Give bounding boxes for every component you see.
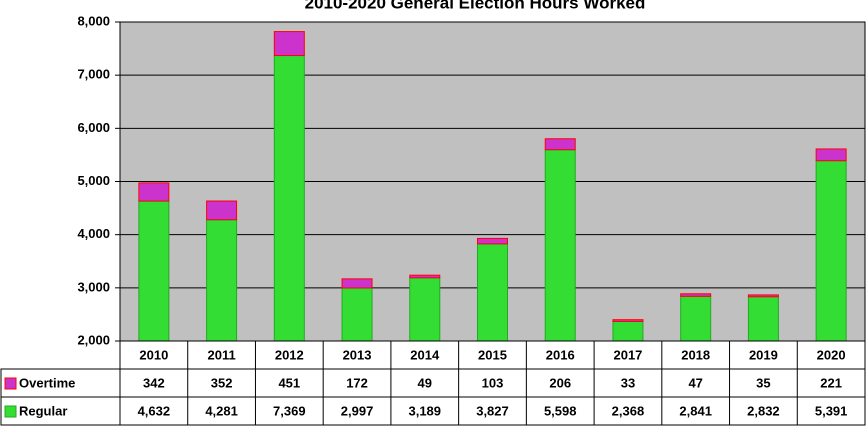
y-tick-label: 7,000 xyxy=(77,67,110,82)
legend-key xyxy=(4,377,17,390)
table-value: 2,841 xyxy=(679,403,712,418)
y-tick-label: 3,000 xyxy=(77,279,110,294)
x-tick-label: 2015 xyxy=(478,347,507,362)
bar-segment xyxy=(477,237,508,245)
table-value: 33 xyxy=(621,375,635,390)
table-value: 7,369 xyxy=(273,403,306,418)
bar-segment xyxy=(409,274,441,279)
table-value: 2,832 xyxy=(747,403,780,418)
y-tick-label: 6,000 xyxy=(77,120,110,135)
bar-segment xyxy=(341,287,373,342)
table-value: 4,632 xyxy=(138,403,171,418)
bar-segment xyxy=(815,148,847,162)
table-value: 172 xyxy=(346,375,368,390)
legend-key xyxy=(4,405,17,418)
table-value: 352 xyxy=(211,375,233,390)
x-tick-label: 2010 xyxy=(139,347,168,362)
bar-segment xyxy=(612,319,644,322)
table-value: 5,391 xyxy=(815,403,848,418)
y-tick-label: 4,000 xyxy=(77,226,110,241)
table-value: 5,598 xyxy=(544,403,577,418)
y-tick-label: 2,000 xyxy=(77,332,110,347)
table-value: 47 xyxy=(688,375,702,390)
bar-segment xyxy=(680,295,712,342)
y-tick-label: 5,000 xyxy=(77,173,110,188)
bar-segment xyxy=(206,200,238,221)
table-value: 4,281 xyxy=(205,403,238,418)
bar-segment xyxy=(815,160,847,342)
bar-segment xyxy=(544,138,576,151)
bar-segment xyxy=(138,200,170,342)
bar-segment xyxy=(409,277,441,342)
x-tick-label: 2014 xyxy=(410,347,440,362)
bar-segment xyxy=(273,31,305,57)
bar-segment xyxy=(138,182,170,202)
table-value: 49 xyxy=(418,375,432,390)
table-value: 3,827 xyxy=(476,403,509,418)
chart-title: 2010-2020 General Election Hours Worked xyxy=(305,0,646,12)
x-tick-label: 2020 xyxy=(817,347,846,362)
table-value: 35 xyxy=(756,375,770,390)
x-tick-label: 2018 xyxy=(681,347,710,362)
table-value: 3,189 xyxy=(408,403,441,418)
bar-segment xyxy=(747,294,779,298)
bar-segment xyxy=(680,293,712,297)
table-value: 342 xyxy=(143,375,165,390)
table-value: 221 xyxy=(820,375,842,390)
bar-segment xyxy=(747,296,779,342)
bar-segment xyxy=(206,219,238,342)
x-tick-label: 2011 xyxy=(207,347,235,362)
table-value: 2,997 xyxy=(341,403,374,418)
bar-segment xyxy=(544,149,576,342)
bar-segment xyxy=(477,243,508,342)
legend-label: Regular xyxy=(19,403,67,418)
table-value: 206 xyxy=(549,375,571,390)
x-tick-label: 2017 xyxy=(613,347,642,362)
table-value: 2,368 xyxy=(612,403,645,418)
x-tick-label: 2012 xyxy=(275,347,304,362)
x-tick-label: 2019 xyxy=(749,347,778,362)
legend-label: Overtime xyxy=(19,375,75,390)
y-tick-label: 8,000 xyxy=(77,13,110,28)
bar-segment xyxy=(612,320,644,342)
x-tick-label: 2013 xyxy=(343,347,372,362)
x-tick-label: 2016 xyxy=(546,347,575,362)
table-value: 103 xyxy=(482,375,504,390)
bar-segment xyxy=(341,278,373,289)
bar-segment xyxy=(273,55,305,342)
table-value: 451 xyxy=(278,375,300,390)
